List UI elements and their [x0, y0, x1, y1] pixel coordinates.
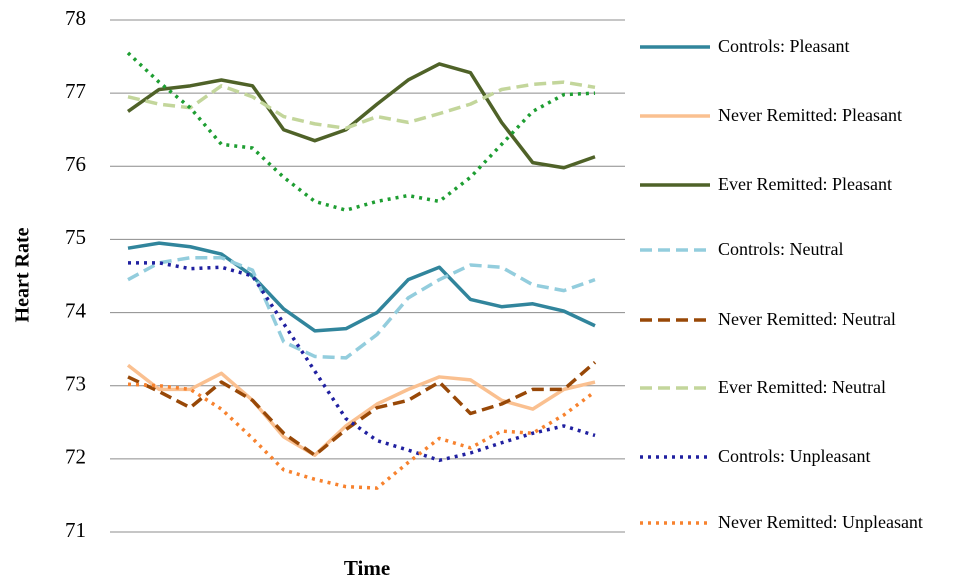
- legend-label: Never Remitted: Pleasant: [718, 105, 902, 125]
- data-line: [127, 241, 596, 333]
- data-line: [127, 360, 597, 457]
- data-line: [128, 261, 596, 463]
- data-line: [126, 363, 596, 457]
- y-axis-label: Heart Rate: [12, 227, 34, 322]
- y-tick-label: 72: [65, 445, 86, 469]
- y-tick-label: 73: [65, 372, 86, 396]
- data-line: [126, 62, 596, 170]
- y-tick-label: 76: [65, 152, 86, 176]
- y-tick-label: 71: [65, 518, 86, 542]
- legend-label: Controls: Pleasant: [718, 36, 850, 56]
- legend-label: Never Remitted: Neutral: [718, 309, 896, 329]
- x-axis-label: Time: [344, 556, 390, 580]
- data-line: [126, 51, 596, 212]
- legend-label: Controls: Unpleasant: [718, 446, 871, 466]
- data-line: [127, 80, 596, 131]
- y-tick-label: 77: [65, 79, 86, 103]
- legend-label: Ever Remitted: Neutral: [718, 377, 886, 397]
- y-tick-label: 75: [65, 225, 86, 249]
- data-line: [127, 255, 596, 360]
- legend-label: Controls: Neutral: [718, 239, 844, 259]
- legend-label: Never Remitted: Unpleasant: [718, 512, 923, 532]
- data-line: [127, 382, 597, 490]
- legend-label: Ever Remitted: Pleasant: [718, 174, 892, 194]
- y-tick-label: 78: [65, 6, 86, 30]
- y-tick-label: 74: [65, 298, 87, 322]
